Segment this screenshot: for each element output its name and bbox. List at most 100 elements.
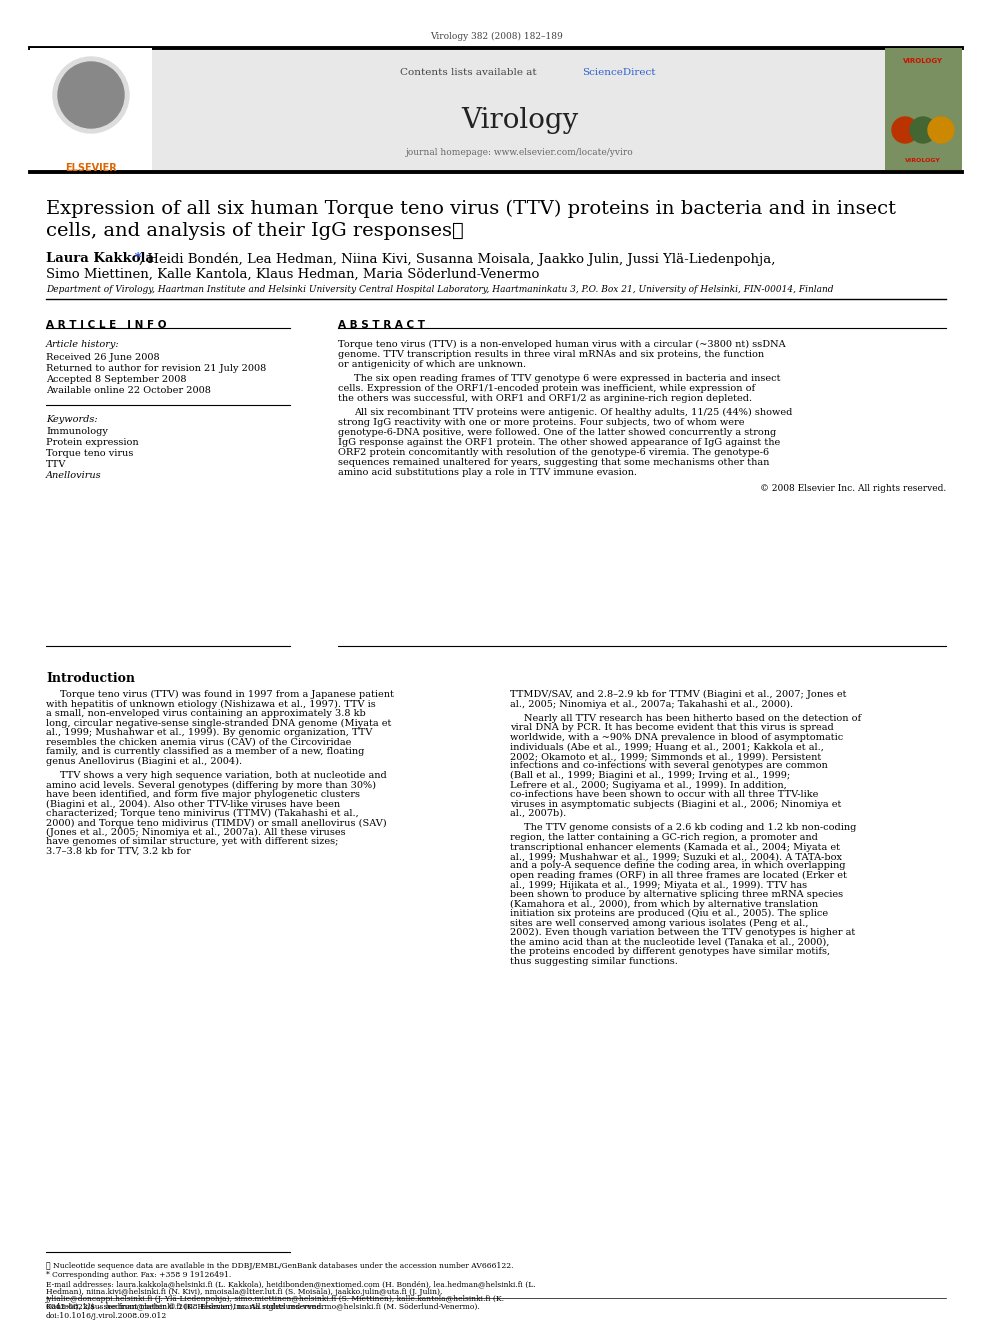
Text: Introduction: Introduction: [46, 672, 135, 685]
Text: individuals (Abe et al., 1999; Huang et al., 2001; Kakkola et al.,: individuals (Abe et al., 1999; Huang et …: [510, 742, 824, 751]
Text: TTV shows a very high sequence variation, both at nucleotide and: TTV shows a very high sequence variation…: [60, 771, 387, 781]
Text: Laura Kakkola: Laura Kakkola: [46, 251, 154, 265]
Text: ScienceDirect: ScienceDirect: [582, 67, 656, 77]
Text: al., 2007b).: al., 2007b).: [510, 808, 566, 818]
Text: genotype-6-DNA positive, were followed. One of the latter showed concurrently a : genotype-6-DNA positive, were followed. …: [338, 429, 777, 437]
Text: Virology 382 (2008) 182–189: Virology 382 (2008) 182–189: [430, 32, 562, 41]
Text: with hepatitis of unknown etiology (Nishizawa et al., 1997). TTV is: with hepatitis of unknown etiology (Nish…: [46, 700, 376, 709]
Text: resembles the chicken anemia virus (CAV) of the Circoviridae: resembles the chicken anemia virus (CAV)…: [46, 737, 351, 746]
Text: long, circular negative-sense single-stranded DNA genome (Miyata et: long, circular negative-sense single-str…: [46, 718, 392, 728]
Text: Torque teno virus (TTV) was found in 1997 from a Japanese patient: Torque teno virus (TTV) was found in 199…: [60, 691, 394, 699]
Text: characterized; Torque teno minivirus (TTMV) (Takahashi et al.,: characterized; Torque teno minivirus (TT…: [46, 808, 359, 818]
Text: have genomes of similar structure, yet with different sizes;: have genomes of similar structure, yet w…: [46, 837, 338, 847]
Text: the amino acid than at the nucleotide level (Tanaka et al., 2000),: the amino acid than at the nucleotide le…: [510, 938, 829, 946]
Text: All six recombinant TTV proteins were antigenic. Of healthy adults, 11/25 (44%) : All six recombinant TTV proteins were an…: [354, 407, 793, 417]
Text: © 2008 Elsevier Inc. All rights reserved.: © 2008 Elsevier Inc. All rights reserved…: [760, 484, 946, 493]
Text: viruses in asymptomatic subjects (Biagini et al., 2006; Ninomiya et: viruses in asymptomatic subjects (Biagin…: [510, 799, 841, 808]
Text: TTV: TTV: [46, 460, 66, 468]
Text: genome. TTV transcription results in three viral mRNAs and six proteins, the fun: genome. TTV transcription results in thr…: [338, 351, 764, 359]
Text: Immunology: Immunology: [46, 427, 108, 437]
Text: Virology: Virology: [461, 107, 578, 134]
Text: The six open reading frames of TTV genotype 6 were expressed in bacteria and ins: The six open reading frames of TTV genot…: [354, 374, 781, 382]
Text: genus Anellovirus (Biagini et al., 2004).: genus Anellovirus (Biagini et al., 2004)…: [46, 757, 242, 766]
Text: ☆ Nucleotide sequence data are available in the DDBJ/EMBL/GenBank databases unde: ☆ Nucleotide sequence data are available…: [46, 1262, 514, 1270]
Text: 2000) and Torque teno midivirus (TIMDV) or small anellovirus (SAV): 2000) and Torque teno midivirus (TIMDV) …: [46, 819, 387, 828]
Text: , Heidi Bondén, Lea Hedman, Niina Kivi, Susanna Moisala, Jaakko Julin, Jussi Ylä: , Heidi Bondén, Lea Hedman, Niina Kivi, …: [139, 251, 776, 266]
Text: A R T I C L E   I N F O: A R T I C L E I N F O: [46, 320, 167, 329]
Text: Contents lists available at: Contents lists available at: [400, 67, 540, 77]
Bar: [30, 48, 152, 169]
Text: co-infections have been shown to occur with all three TTV-like: co-infections have been shown to occur w…: [510, 790, 818, 799]
Text: family, and is currently classified as a member of a new, floating: family, and is currently classified as a…: [46, 747, 364, 755]
Text: infections and co-infections with several genotypes are common: infections and co-infections with severa…: [510, 762, 827, 770]
Text: a small, non-enveloped virus containing an approximately 3.8 kb: a small, non-enveloped virus containing …: [46, 709, 366, 718]
Text: Available online 22 October 2008: Available online 22 October 2008: [46, 386, 211, 396]
Text: amino acid levels. Several genotypes (differing by more than 30%): amino acid levels. Several genotypes (di…: [46, 781, 376, 790]
Text: (Biagini et al., 2004). Also other TTV-like viruses have been: (Biagini et al., 2004). Also other TTV-l…: [46, 799, 340, 808]
Text: al., 1999; Mushahwar et al., 1999). By genomic organization, TTV: al., 1999; Mushahwar et al., 1999). By g…: [46, 728, 372, 737]
Text: IgG response against the ORF1 protein. The other showed appearance of IgG agains: IgG response against the ORF1 protein. T…: [338, 438, 781, 447]
Text: ORF2 protein concomitantly with resolution of the genotype-6 viremia. The genoty: ORF2 protein concomitantly with resoluti…: [338, 448, 769, 456]
Circle shape: [928, 116, 954, 143]
Bar: [152, 48, 885, 169]
Text: (Ball et al., 1999; Biagini et al., 1999; Irving et al., 1999;: (Ball et al., 1999; Biagini et al., 1999…: [510, 771, 790, 781]
Circle shape: [910, 116, 936, 143]
Text: sequences remained unaltered for years, suggesting that some mechanisms other th: sequences remained unaltered for years, …: [338, 458, 770, 467]
Text: thus suggesting similar functions.: thus suggesting similar functions.: [510, 957, 678, 966]
Text: and a poly-A sequence define the coding area, in which overlapping: and a poly-A sequence define the coding …: [510, 861, 845, 871]
Text: journal homepage: www.elsevier.com/locate/yviro: journal homepage: www.elsevier.com/locat…: [406, 148, 634, 157]
Text: Simo Miettinen, Kalle Kantola, Klaus Hedman, Maria Söderlund-Venermo: Simo Miettinen, Kalle Kantola, Klaus Hed…: [46, 269, 540, 280]
Text: Lefrere et al., 2000; Sugiyama et al., 1999). In addition,: Lefrere et al., 2000; Sugiyama et al., 1…: [510, 781, 787, 790]
Text: Torque teno virus: Torque teno virus: [46, 448, 133, 458]
Text: doi:10.1016/j.virol.2008.09.012: doi:10.1016/j.virol.2008.09.012: [46, 1312, 168, 1320]
Text: al., 2005; Ninomiya et al., 2007a; Takahashi et al., 2000).: al., 2005; Ninomiya et al., 2007a; Takah…: [510, 700, 794, 709]
Text: Article history:: Article history:: [46, 340, 120, 349]
Text: amino acid substitutions play a role in TTV immune evasion.: amino acid substitutions play a role in …: [338, 468, 637, 478]
Text: open reading frames (ORF) in all three frames are located (Erker et: open reading frames (ORF) in all three f…: [510, 871, 847, 880]
Text: region, the latter containing a GC-rich region, a promoter and: region, the latter containing a GC-rich …: [510, 833, 817, 841]
Text: (Kamahora et al., 2000), from which by alternative translation: (Kamahora et al., 2000), from which by a…: [510, 900, 818, 909]
Text: 3.7–3.8 kb for TTV, 3.2 kb for: 3.7–3.8 kb for TTV, 3.2 kb for: [46, 847, 190, 856]
Text: al., 1999; Mushahwar et al., 1999; Suzuki et al., 2004). A TATA-box: al., 1999; Mushahwar et al., 1999; Suzuk…: [510, 852, 842, 861]
Text: Accepted 8 September 2008: Accepted 8 September 2008: [46, 374, 186, 384]
Text: A B S T R A C T: A B S T R A C T: [338, 320, 425, 329]
Text: transcriptional enhancer elements (Kamada et al., 2004; Miyata et: transcriptional enhancer elements (Kamad…: [510, 843, 840, 852]
Text: Nearly all TTV research has been hitherto based on the detection of: Nearly all TTV research has been hithert…: [524, 714, 861, 722]
Text: VIROLOGY: VIROLOGY: [903, 58, 943, 64]
Text: The TTV genome consists of a 2.6 kb coding and 1.2 kb non-coding: The TTV genome consists of a 2.6 kb codi…: [524, 823, 856, 832]
Text: 2002). Even though variation between the TTV genotypes is higher at: 2002). Even though variation between the…: [510, 927, 855, 937]
Text: Expression of all six human Torque teno virus (TTV) proteins in bacteria and in : Expression of all six human Torque teno …: [46, 200, 896, 218]
Text: Received 26 June 2008: Received 26 June 2008: [46, 353, 160, 363]
Circle shape: [892, 116, 918, 143]
Text: Kantola), klaus.hedman@helsinki.fi (K. Hedman), maria.soderlund-venermo@helsinki: Kantola), klaus.hedman@helsinki.fi (K. H…: [46, 1303, 480, 1311]
Text: Hedman), niina.kivi@helsinki.fi (N. Kivi), nmoisala@ltter.lut.fi (S. Moisala), j: Hedman), niina.kivi@helsinki.fi (N. Kivi…: [46, 1287, 442, 1295]
Text: jylialie@doncappi.helsinki.fi (J. Ylä-Liedenpohja), simo.miettinen@helsinki.fi (: jylialie@doncappi.helsinki.fi (J. Ylä-Li…: [46, 1295, 505, 1303]
Text: *: *: [130, 251, 142, 265]
Text: or antigenicity of which are unknown.: or antigenicity of which are unknown.: [338, 360, 526, 369]
Text: * Corresponding author. Fax: +358 9 19126491.: * Corresponding author. Fax: +358 9 1912…: [46, 1271, 231, 1279]
Text: cells, and analysis of their IgG responses☆: cells, and analysis of their IgG respons…: [46, 222, 463, 239]
Text: 0042-6822/$ – see front matter © 2008 Elsevier Inc. All rights reserved.: 0042-6822/$ – see front matter © 2008 El…: [46, 1303, 323, 1311]
Text: cells. Expression of the ORF1/1-encoded protein was inefficient, while expressio: cells. Expression of the ORF1/1-encoded …: [338, 384, 755, 393]
Text: Anellovirus: Anellovirus: [46, 471, 101, 480]
Circle shape: [53, 57, 129, 134]
Text: E-mail addresses: laura.kakkola@helsinki.fi (L. Kakkola), heidibonden@nextiomed.: E-mail addresses: laura.kakkola@helsinki…: [46, 1279, 536, 1289]
Text: al., 1999; Hijikata et al., 1999; Miyata et al., 1999). TTV has: al., 1999; Hijikata et al., 1999; Miyata…: [510, 881, 807, 889]
Text: viral DNA by PCR. It has become evident that this virus is spread: viral DNA by PCR. It has become evident …: [510, 724, 833, 733]
Text: have been identified, and form five major phylogenetic clusters: have been identified, and form five majo…: [46, 790, 360, 799]
Text: 2002; Okamoto et al., 1999; Simmonds et al., 1999). Persistent: 2002; Okamoto et al., 1999; Simmonds et …: [510, 751, 821, 761]
Text: (Jones et al., 2005; Ninomiya et al., 2007a). All these viruses: (Jones et al., 2005; Ninomiya et al., 20…: [46, 828, 345, 837]
Text: Torque teno virus (TTV) is a non-enveloped human virus with a circular (~3800 nt: Torque teno virus (TTV) is a non-envelop…: [338, 340, 786, 349]
Circle shape: [58, 62, 124, 128]
Text: the proteins encoded by different genotypes have similar motifs,: the proteins encoded by different genoty…: [510, 947, 830, 957]
Text: Keywords:: Keywords:: [46, 415, 97, 423]
Text: sites are well conserved among various isolates (Peng et al.,: sites are well conserved among various i…: [510, 918, 808, 927]
Text: the others was successful, with ORF1 and ORF1/2 as arginine-rich region depleted: the others was successful, with ORF1 and…: [338, 394, 752, 404]
Text: Returned to author for revision 21 July 2008: Returned to author for revision 21 July …: [46, 364, 266, 373]
Text: Protein expression: Protein expression: [46, 438, 139, 447]
Text: Department of Virology, Haartman Institute and Helsinki University Central Hospi: Department of Virology, Haartman Institu…: [46, 284, 833, 294]
Text: initiation six proteins are produced (Qiu et al., 2005). The splice: initiation six proteins are produced (Qi…: [510, 909, 828, 918]
Bar: [885, 48, 962, 169]
Text: VIROLOGY: VIROLOGY: [905, 157, 941, 163]
Text: strong IgG reactivity with one or more proteins. Four subjects, two of whom were: strong IgG reactivity with one or more p…: [338, 418, 745, 427]
